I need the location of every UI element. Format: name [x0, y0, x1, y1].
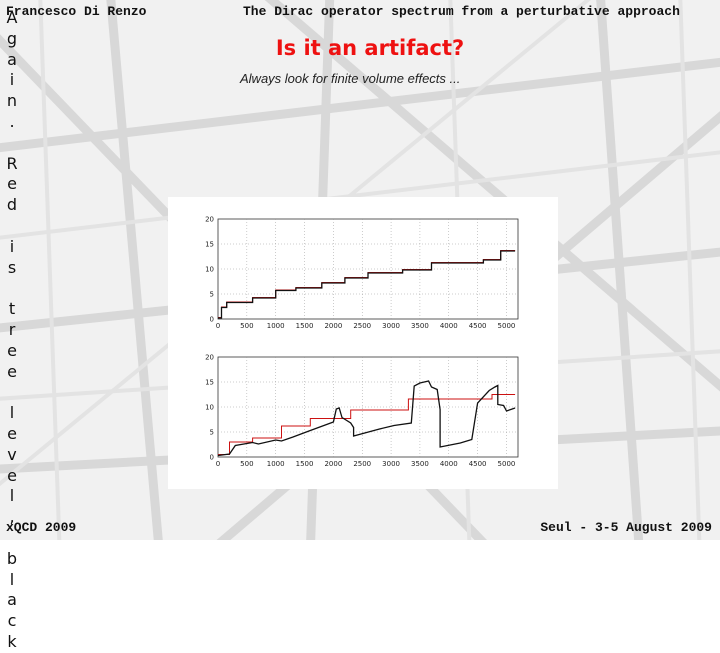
header-author: Francesco Di Renzo: [6, 4, 147, 19]
sidebar-char: s: [7, 257, 17, 277]
sidebar-char: a: [7, 590, 17, 610]
y-tick-label: 10: [205, 404, 214, 412]
sidebar-char: e: [7, 174, 17, 194]
sidebar-char: i: [9, 70, 15, 90]
y-tick-label: 0: [210, 316, 214, 324]
sidebar-char: d: [6, 195, 18, 215]
sidebar-char: n: [6, 91, 18, 111]
x-tick-label: 2500: [353, 322, 371, 330]
x-tick-label: 5000: [498, 322, 516, 330]
x-tick-label: 4500: [469, 322, 487, 330]
footer-date: Seul - 3-5 August 2009: [540, 520, 712, 535]
y-tick-label: 15: [205, 379, 214, 387]
sidebar-char: b: [6, 548, 18, 568]
sidebar-char: R: [6, 153, 18, 173]
sidebar-char: [5, 278, 19, 299]
series-line-1: [218, 394, 516, 455]
x-tick-label: 3500: [411, 322, 429, 330]
x-tick-label: 1000: [267, 460, 285, 468]
sidebar-char: A: [6, 8, 18, 27]
sidebar-char: [5, 133, 19, 154]
figure-panel: 0 5 10 15 20 0 500 1000 1500 2000 2500 3000 3500 4000…: [168, 197, 558, 489]
sidebar-char: l: [9, 486, 15, 506]
footer-conference: xQCD 2009: [6, 520, 77, 535]
x-tick-label: 4500: [469, 460, 487, 468]
x-tick-label: 2000: [324, 322, 342, 330]
x-tick-label: 500: [240, 460, 253, 468]
y-tick-label: 5: [210, 291, 214, 299]
x-tick-label: 1500: [296, 460, 314, 468]
sidebar-char: l: [9, 569, 15, 589]
y-tick-label: 20: [205, 354, 214, 362]
x-tick-label: 1000: [267, 322, 285, 330]
sidebar-char: r: [8, 319, 16, 339]
series-line-2: [218, 250, 516, 319]
sidebar-char: g: [6, 28, 18, 48]
y-tick-label: 10: [205, 266, 214, 274]
sidebar-char: a: [7, 49, 17, 69]
sidebar-char: v: [7, 444, 17, 464]
sidebar-char: ,: [9, 507, 15, 527]
x-tick-label: 2000: [324, 460, 342, 468]
x-tick-label: 5000: [498, 460, 516, 468]
x-tick-label: 0: [216, 460, 220, 468]
sidebar-char: i: [9, 236, 15, 256]
x-tick-label: 500: [240, 322, 253, 330]
y-tick-label: 15: [205, 241, 214, 249]
x-tick-label: 4000: [440, 322, 458, 330]
x-tick-label: 4000: [440, 460, 458, 468]
sidebar-char: e: [7, 340, 17, 360]
sidebar-char: k: [7, 631, 17, 651]
chart-1: 0 5 10 15 20 0 500 1000 1500 2000 2500 3000 3500 4000…: [205, 216, 519, 330]
slide-subtitle: Always look for finite volume effects ..…: [240, 71, 461, 86]
x-tick-label: 3000: [382, 322, 400, 330]
x-tick-label: 3000: [382, 460, 400, 468]
x-tick-label: 0: [216, 322, 220, 330]
sidebar-char: [5, 382, 19, 403]
sidebar-char: .: [9, 111, 15, 131]
header-talk-title: The Dirac operator spectrum from a pertu…: [243, 4, 680, 19]
y-tick-label: 0: [210, 454, 214, 462]
sidebar-char: l: [9, 403, 15, 423]
sidebar-char: e: [7, 361, 17, 381]
sidebar-char: c: [7, 611, 17, 631]
x-tick-label: 2500: [353, 460, 371, 468]
sidebar-char: e: [7, 423, 17, 443]
y-tick-label: 20: [205, 216, 214, 224]
y-tick-label: 5: [210, 429, 214, 437]
sidebar-char: [5, 216, 19, 237]
series-line-2: [217, 380, 516, 457]
chart-2: 0 5 10 15 20 0 500 1000 1500 2000 2500 3000 3500 4000…: [205, 354, 519, 468]
x-tick-label: 3500: [411, 460, 429, 468]
sidebar-char: t: [8, 299, 16, 319]
slide-title: Is it an artifact?: [275, 36, 465, 60]
sidebar-char: e: [7, 465, 17, 485]
x-tick-label: 1500: [296, 322, 314, 330]
